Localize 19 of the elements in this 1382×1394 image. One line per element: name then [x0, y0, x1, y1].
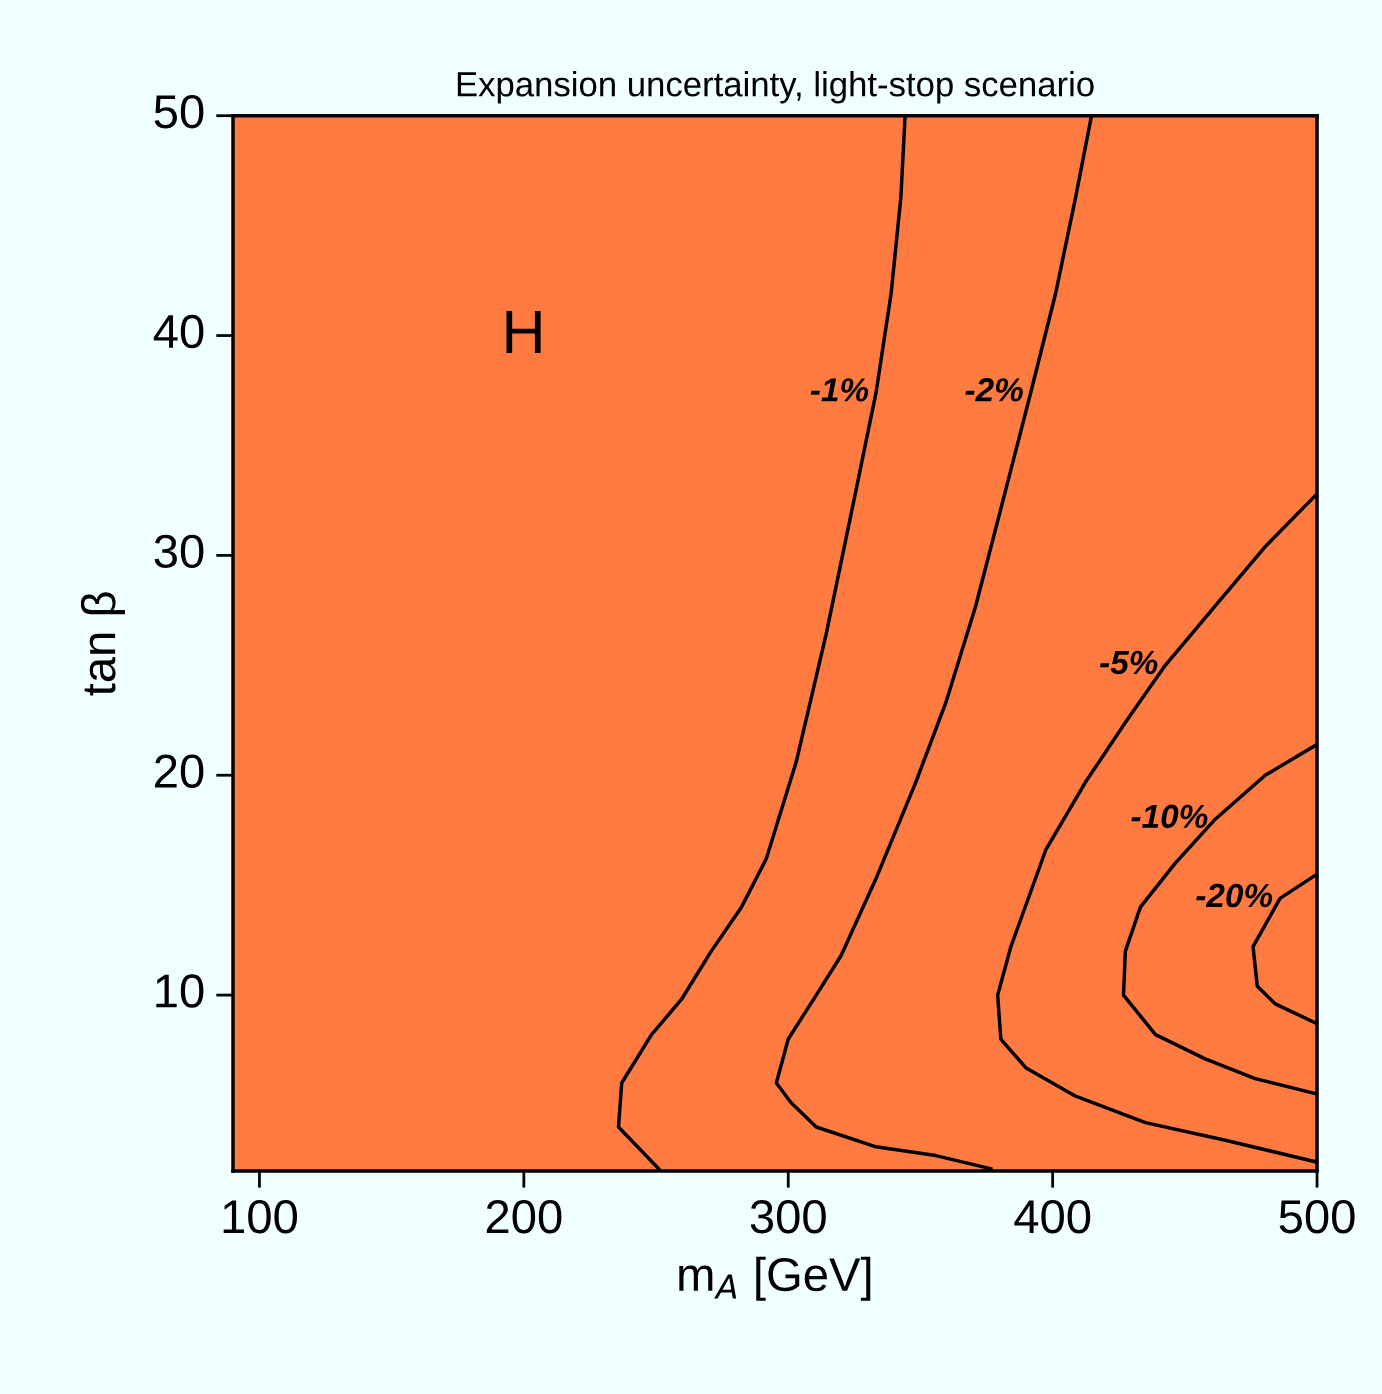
series-label: -10% — [1131, 804, 1208, 829]
chart-title: Expansion uncertainty, light-stop scenario — [457, 71, 1094, 104]
x-tick-label: 400 — [1014, 1199, 1091, 1234]
series-label: -2% — [965, 378, 1023, 402]
x-tick-label: 100 — [223, 1199, 297, 1234]
y-tick-label: 20 — [155, 754, 204, 788]
x-tick-label: 300 — [750, 1199, 826, 1234]
y-axis-title: tan β — [80, 592, 125, 696]
x-axis-title: m$_{A}$ [GeV] — [679, 1256, 871, 1301]
y-tick-label: 30 — [154, 534, 204, 569]
y-tick-label: 10 — [156, 974, 204, 1008]
series-label: -5% — [1099, 650, 1158, 675]
y-tick-label: 50 — [154, 94, 204, 129]
annotation: H — [506, 311, 541, 354]
series-label: -20% — [1196, 883, 1273, 908]
y-tick-label: 40 — [153, 314, 204, 349]
x-tick-label: 500 — [1279, 1199, 1355, 1234]
series-label: -1% — [810, 378, 869, 402]
x-tick-label: 200 — [486, 1199, 562, 1234]
